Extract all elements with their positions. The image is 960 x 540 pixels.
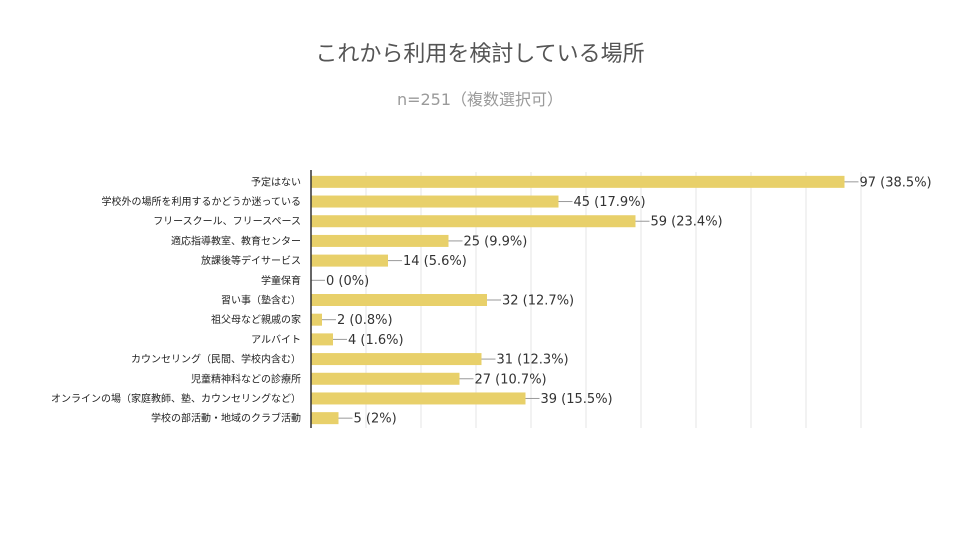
bar — [311, 254, 388, 267]
category-label: 放課後等デイサービス — [201, 254, 301, 267]
category-label: 予定はない — [251, 175, 301, 188]
data-label: 0 (0%) — [326, 274, 369, 289]
bar — [311, 372, 460, 385]
data-label: 31 (12.3%) — [497, 353, 569, 368]
data-label: 25 (9.9%) — [464, 234, 528, 249]
bar — [311, 392, 526, 405]
category-label: 祖父母など親戚の家 — [211, 313, 301, 326]
category-label: 学童保育 — [261, 274, 301, 287]
data-label: 2 (0.8%) — [337, 313, 393, 328]
bar — [311, 215, 636, 228]
data-label: 27 (10.7%) — [475, 372, 547, 387]
chart-subtitle: n=251（複数選択可） — [396, 90, 564, 109]
category-label: 習い事（塾含む） — [221, 294, 301, 307]
bar — [311, 353, 482, 366]
category-label: カウンセリング（民間、学校内含む） — [131, 353, 301, 366]
category-label: フリースクール、フリースペース — [153, 216, 301, 228]
bar — [311, 412, 339, 425]
bar — [311, 234, 449, 247]
data-label: 59 (23.4%) — [651, 215, 723, 230]
bar — [311, 294, 487, 306]
bar — [311, 175, 845, 188]
data-label: 97 (38.5%) — [860, 175, 932, 190]
category-label: アルバイト — [251, 334, 301, 346]
data-label: 14 (5.6%) — [403, 254, 467, 269]
data-label: 4 (1.6%) — [348, 333, 404, 348]
category-label: 学校の部活動・地域のクラブ活動 — [151, 412, 301, 425]
chart-title: これから利用を検討している場所 — [315, 42, 645, 67]
data-label: 39 (15.5%) — [541, 392, 613, 407]
category-label: 学校外の場所を利用するかどうか迷っている — [102, 195, 302, 208]
category-label: 児童精神科などの診療所 — [191, 372, 301, 385]
data-label: 45 (17.9%) — [574, 195, 646, 210]
bar — [311, 313, 322, 326]
data-label: 32 (12.7%) — [502, 294, 574, 309]
data-label: 5 (2%) — [354, 412, 397, 427]
bar — [311, 195, 559, 208]
bar — [311, 333, 333, 346]
category-label: オンラインの場（家庭教師、塾、カウンセリングなど） — [51, 392, 301, 405]
category-label: 適応指導教室、教育センター — [171, 234, 301, 247]
